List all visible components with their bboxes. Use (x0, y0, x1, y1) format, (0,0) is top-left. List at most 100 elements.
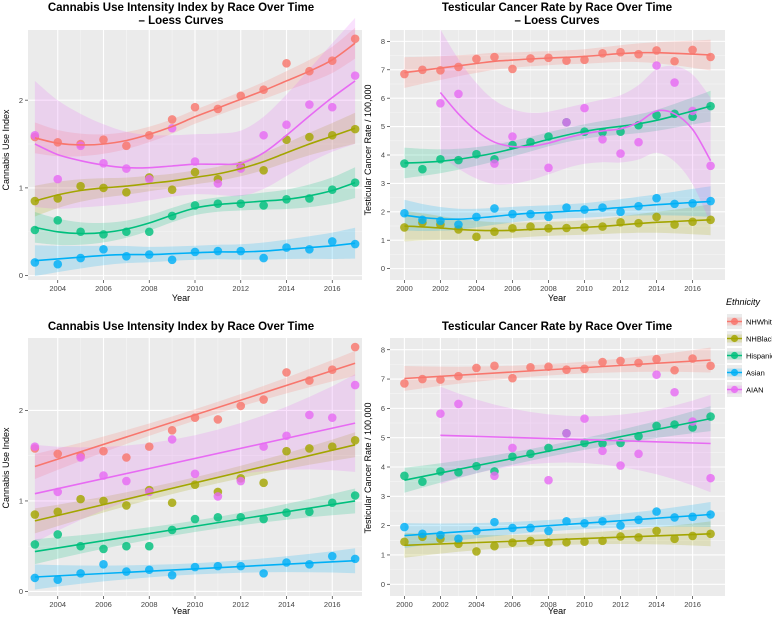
point-asian (282, 243, 291, 252)
point-hispanic (259, 514, 268, 524)
point-nhwhite (580, 55, 589, 65)
point-aian (580, 414, 589, 423)
point-asian (327, 237, 337, 246)
y-tick-label: 3 (381, 492, 385, 501)
band-aian (440, 29, 711, 224)
x-tick-label: 2016 (324, 284, 341, 293)
fit-line-aian (34, 80, 356, 169)
x-tick-label: 2008 (540, 284, 557, 293)
chart-testicular-linear: Testicular Cancer Rate by Race Over Time… (363, 321, 725, 616)
point-asian (688, 198, 697, 208)
legend-label: NHWhite (746, 317, 772, 326)
x-tick-label: 2008 (141, 600, 158, 609)
point-nhwhite (236, 401, 246, 411)
y-tick-label: 5 (381, 122, 385, 131)
point-nhblack (53, 507, 63, 517)
y-tick-label: 4 (381, 463, 385, 472)
band-nhblack (34, 112, 356, 217)
point-nhblack (688, 217, 697, 227)
x-tick-label: 2012 (232, 600, 249, 609)
point-nhwhite (99, 446, 108, 456)
point-nhwhite (282, 368, 291, 377)
point-nhblack (259, 166, 268, 175)
point-nhwhite (190, 102, 200, 112)
y-axis-ticks: 0 1 2 3 4 5 6 7 8 (381, 345, 390, 589)
point-asian (454, 220, 463, 229)
point-hispanic (53, 216, 63, 225)
legend-item-nhwhite: NHWhite (727, 314, 772, 329)
x-tick-label: 2014 (648, 600, 665, 609)
point-hispanic (418, 477, 427, 486)
point-nhblack (508, 538, 517, 547)
y-tick-label: 4 (381, 151, 385, 160)
y-tick-label: 1 (19, 183, 23, 192)
fit-line-hispanic (404, 105, 711, 164)
point-asian (99, 560, 108, 569)
x-tick-label: 2010 (187, 600, 204, 609)
y-tick-label: 7 (381, 65, 385, 74)
point-aian (167, 435, 177, 444)
y-tick-label: 1 (381, 551, 385, 560)
point-nhblack (167, 185, 177, 194)
point-nhblack (350, 124, 360, 134)
point-aian (259, 130, 268, 140)
point-hispanic (418, 164, 427, 174)
point-aian (30, 442, 40, 451)
band-nhblack (404, 204, 711, 242)
chart-title-line-2: – Loess Curves (514, 15, 599, 27)
legend-label: AIAN (746, 385, 764, 394)
point-nhwhite (490, 52, 499, 62)
point-asian (327, 551, 337, 561)
point-aian (122, 164, 131, 173)
x-tick-label: 2010 (576, 600, 593, 609)
point-nhblack (53, 194, 63, 203)
point-nhblack (30, 196, 40, 206)
x-tick-label: 2012 (232, 284, 249, 293)
fit-line-asian (404, 200, 711, 221)
point-nhblack (305, 444, 314, 453)
point-asian (544, 212, 553, 222)
point-asian (688, 512, 697, 522)
y-tick-label: 2 (19, 96, 23, 105)
point-aian (652, 370, 661, 379)
point-nhwhite (706, 52, 715, 62)
legend-label: NHBlack (746, 334, 772, 343)
point-hispanic (99, 230, 108, 239)
point-hispanic (652, 421, 661, 431)
x-axis-label: Year (172, 293, 190, 303)
band-aian (34, 17, 356, 209)
point-hispanic (305, 507, 314, 517)
y-tick-label: 1 (381, 236, 385, 245)
point-aian (76, 453, 85, 462)
point-aian (580, 103, 589, 113)
point-hispanic (53, 530, 63, 539)
point-aian (282, 120, 291, 130)
point-nhwhite (400, 69, 409, 79)
point-asian (53, 575, 63, 585)
point-nhblack (30, 510, 40, 519)
y-tick-label: 6 (381, 94, 385, 103)
point-asian (76, 253, 85, 263)
point-aian (508, 443, 517, 453)
x-tick-label: 2004 (468, 600, 485, 609)
point-asian (190, 562, 200, 572)
y-axis-label: Testicular Cancer Rate / 100,000 (363, 402, 373, 533)
point-hispanic (454, 155, 463, 165)
point-nhwhite (122, 453, 131, 462)
point-asian (30, 573, 40, 583)
legend-key-point (730, 368, 739, 377)
y-tick-label: 0 (19, 587, 23, 596)
point-asian (305, 244, 314, 254)
x-tick-label: 2006 (95, 600, 112, 609)
legend-items: NHWhite NHBlack Hispanic Asian AIAN (727, 314, 772, 397)
point-asian (400, 522, 409, 532)
point-hispanic (350, 491, 360, 500)
point-aian (616, 461, 625, 470)
chart-cannabis-linear: Cannabis Use Intensity Index by Race Ove… (1, 321, 362, 616)
band-hispanic (404, 90, 711, 179)
x-tick-label: 2004 (49, 284, 66, 293)
point-aian (490, 471, 499, 481)
point-hispanic (652, 110, 661, 120)
x-tick-label: 2014 (278, 284, 295, 293)
